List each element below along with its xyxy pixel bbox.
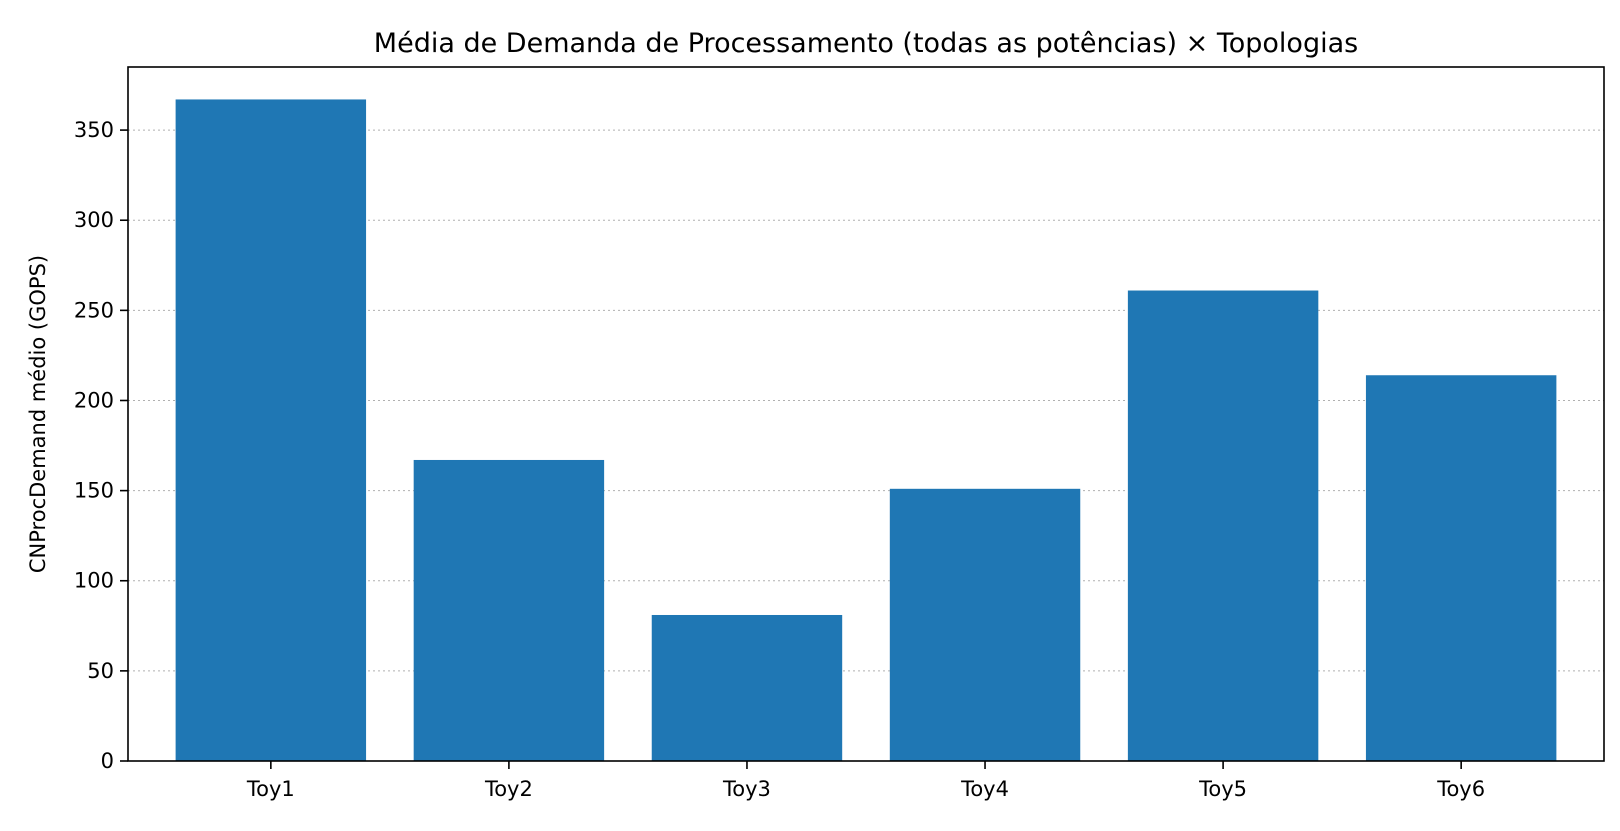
bar-toy6	[1365, 375, 1557, 761]
gridlines	[128, 129, 1604, 672]
x-tick-label: Toy5	[1198, 777, 1247, 801]
y-tick-label: 50	[87, 659, 114, 683]
bars	[175, 99, 1557, 761]
x-tick-label: Toy4	[960, 777, 1009, 801]
y-tick-label: 150	[74, 479, 114, 503]
y-tick-label: 100	[74, 569, 114, 593]
x-tick-label: Toy6	[1436, 777, 1485, 801]
y-tick-label: 200	[74, 388, 114, 412]
x-axis: Toy1 Toy2 Toy3 Toy4 Toy5 Toy6	[246, 761, 1485, 801]
y-tick-label: 250	[74, 298, 114, 322]
bar-toy1	[175, 99, 367, 761]
x-tick-label: Toy1	[246, 777, 295, 801]
bar-toy2	[413, 459, 605, 761]
x-tick-label: Toy3	[722, 777, 771, 801]
bar-toy3	[651, 614, 843, 761]
plot-frame	[127, 66, 1605, 762]
chart-title: Média de Demanda de Processamento (todas…	[374, 28, 1358, 59]
y-axis: 0 50 100 150 200 250 300 350	[74, 118, 128, 773]
y-axis-label: CNProcDemand médio (GOPS)	[26, 255, 50, 573]
x-tick-label: Toy2	[484, 777, 533, 801]
bar-toy5	[1127, 290, 1319, 761]
bar-toy4	[889, 488, 1081, 761]
y-tick-label: 0	[101, 749, 114, 773]
y-tick-label: 350	[74, 118, 114, 142]
y-tick-label: 300	[74, 208, 114, 232]
